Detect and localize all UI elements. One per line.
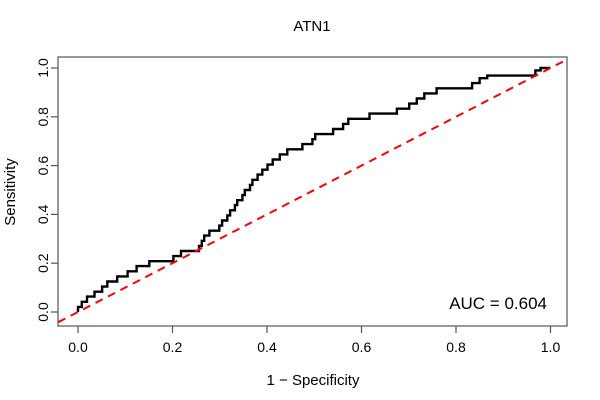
x-tick-label: 0.4	[257, 339, 277, 355]
x-tick-label: 0.8	[446, 339, 466, 355]
roc-curve	[76, 66, 551, 312]
x-tick-label: 0.0	[68, 339, 88, 355]
plot-series	[57, 58, 568, 324]
x-tick-label: 0.2	[163, 339, 183, 355]
auc-annotation: AUC = 0.604	[449, 294, 547, 313]
y-tick-label: 0.0	[35, 302, 51, 322]
reference-diagonal	[57, 58, 568, 324]
x-axis-label: 1 − Specificity	[267, 372, 360, 389]
axis-ticks: 0.0 0.2 0.4 0.6 0.8 1.0 0.0 0.2 0.4 0.6 0.8 1.0	[35, 58, 560, 355]
x-tick-label: 0.6	[352, 339, 372, 355]
y-tick-label: 0.4	[35, 204, 51, 224]
y-tick-label: 1.0	[35, 58, 51, 78]
y-axis-label: Sensitivity	[2, 158, 19, 226]
y-tick-label: 0.8	[35, 107, 51, 127]
y-tick-label: 0.6	[35, 156, 51, 176]
x-tick-label: 1.0	[541, 339, 561, 355]
plot-title: ATN1	[293, 18, 330, 35]
y-tick-label: 0.2	[35, 253, 51, 273]
plot-border	[57, 56, 568, 327]
plot-box	[57, 56, 568, 327]
